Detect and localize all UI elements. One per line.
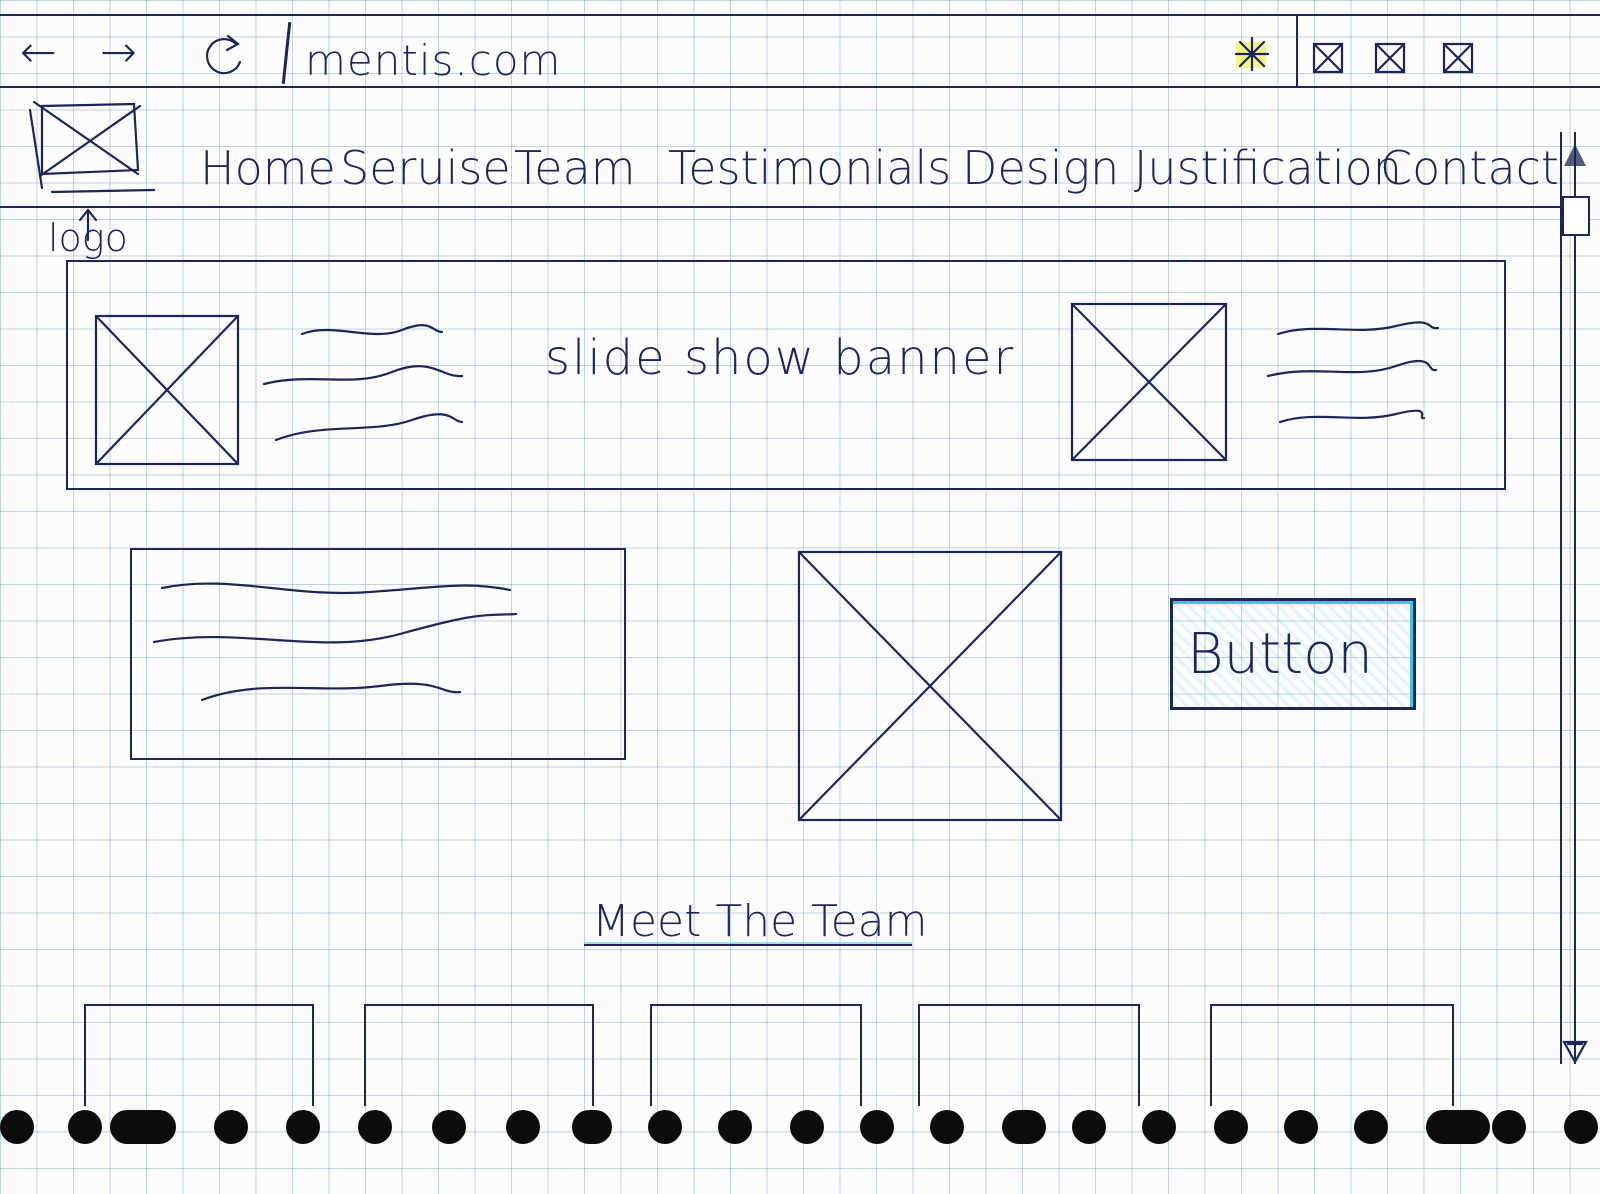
team-section-heading: Meet The Team bbox=[592, 896, 928, 947]
minimize-icon bbox=[1312, 42, 1344, 74]
text-content-placeholder-lines bbox=[152, 582, 518, 702]
team-member-card[interactable] bbox=[918, 1004, 1140, 1106]
header-divider bbox=[0, 206, 1560, 208]
nav-home[interactable]: Home bbox=[200, 141, 336, 195]
binding-hole bbox=[790, 1110, 824, 1144]
reload-button[interactable] bbox=[200, 30, 248, 80]
binding-hole bbox=[110, 1110, 176, 1144]
toolbar-divider bbox=[1296, 14, 1298, 88]
binding-hole bbox=[718, 1110, 752, 1144]
binding-hole bbox=[572, 1110, 612, 1144]
back-arrow-icon: ← bbox=[20, 27, 57, 78]
logo-placeholder-image bbox=[28, 100, 156, 194]
banner-text-placeholder-right bbox=[1266, 321, 1440, 424]
binding-hole bbox=[358, 1110, 392, 1144]
scroll-up-arrow-icon[interactable] bbox=[1560, 140, 1590, 170]
call-to-action-button[interactable]: Button bbox=[1170, 598, 1416, 710]
maximize-button[interactable] bbox=[1374, 42, 1406, 74]
scroll-down-arrow-icon[interactable] bbox=[1560, 1038, 1590, 1066]
nav-team[interactable]: Team bbox=[514, 141, 636, 195]
address-bar[interactable]: mentis.com bbox=[305, 36, 561, 85]
binding-hole bbox=[1564, 1110, 1598, 1144]
logo-pointer-arrow bbox=[78, 208, 98, 242]
address-bar-divider bbox=[281, 22, 292, 84]
back-button[interactable]: ← bbox=[20, 28, 57, 78]
logo[interactable] bbox=[28, 100, 156, 194]
forward-button[interactable]: → bbox=[100, 28, 137, 78]
maximize-icon bbox=[1374, 42, 1406, 74]
binding-hole bbox=[860, 1110, 894, 1144]
banner-image-right bbox=[1070, 302, 1228, 462]
binding-hole bbox=[1002, 1110, 1046, 1144]
team-member-card[interactable] bbox=[1210, 1004, 1454, 1106]
browser-chrome-bottom-border bbox=[0, 86, 1600, 88]
binding-hole bbox=[0, 1110, 34, 1144]
forward-arrow-icon: → bbox=[100, 27, 137, 78]
slideshow-banner[interactable] bbox=[66, 260, 1506, 490]
extension-button[interactable] bbox=[1234, 36, 1270, 76]
nav-contact[interactable]: Contact bbox=[1380, 141, 1559, 195]
binding-hole bbox=[1354, 1110, 1388, 1144]
binding-hole bbox=[214, 1110, 248, 1144]
feature-image-placeholder bbox=[797, 550, 1063, 822]
binding-hole bbox=[506, 1110, 540, 1144]
nav-testimonials[interactable]: Testimonials bbox=[668, 141, 952, 195]
team-member-card[interactable] bbox=[84, 1004, 314, 1106]
extension-icon bbox=[1234, 36, 1270, 72]
binding-hole bbox=[432, 1110, 466, 1144]
binding-hole bbox=[1142, 1110, 1176, 1144]
nav-design-justification[interactable]: Design Justification bbox=[962, 141, 1402, 195]
binding-hole bbox=[1284, 1110, 1318, 1144]
banner-text-placeholder-left bbox=[262, 324, 464, 442]
banner-caption: slide show banner bbox=[545, 330, 1016, 386]
browser-chrome-top-border bbox=[0, 14, 1600, 16]
logo-annotation: logo bbox=[48, 216, 128, 260]
scrollbar-track[interactable] bbox=[1560, 132, 1576, 1064]
close-icon bbox=[1442, 42, 1474, 74]
team-member-card[interactable] bbox=[650, 1004, 862, 1106]
binding-hole bbox=[930, 1110, 964, 1144]
close-window-button[interactable] bbox=[1442, 42, 1474, 74]
url-text: mentis.com bbox=[305, 36, 562, 85]
binding-hole bbox=[1072, 1110, 1106, 1144]
team-member-card[interactable] bbox=[364, 1004, 594, 1106]
nav-services[interactable]: Seruise bbox=[340, 141, 511, 195]
binding-hole bbox=[1426, 1110, 1490, 1144]
binding-hole bbox=[286, 1110, 320, 1144]
scrollbar-thumb[interactable] bbox=[1562, 196, 1590, 236]
text-content-box bbox=[130, 548, 626, 760]
minimize-button[interactable] bbox=[1312, 42, 1344, 74]
binding-hole bbox=[1214, 1110, 1248, 1144]
binding-hole bbox=[648, 1110, 682, 1144]
team-heading-underline bbox=[584, 944, 912, 946]
binding-hole bbox=[68, 1110, 102, 1144]
binding-hole bbox=[1492, 1110, 1526, 1144]
banner-image-left bbox=[94, 314, 240, 466]
reload-icon bbox=[205, 34, 242, 75]
